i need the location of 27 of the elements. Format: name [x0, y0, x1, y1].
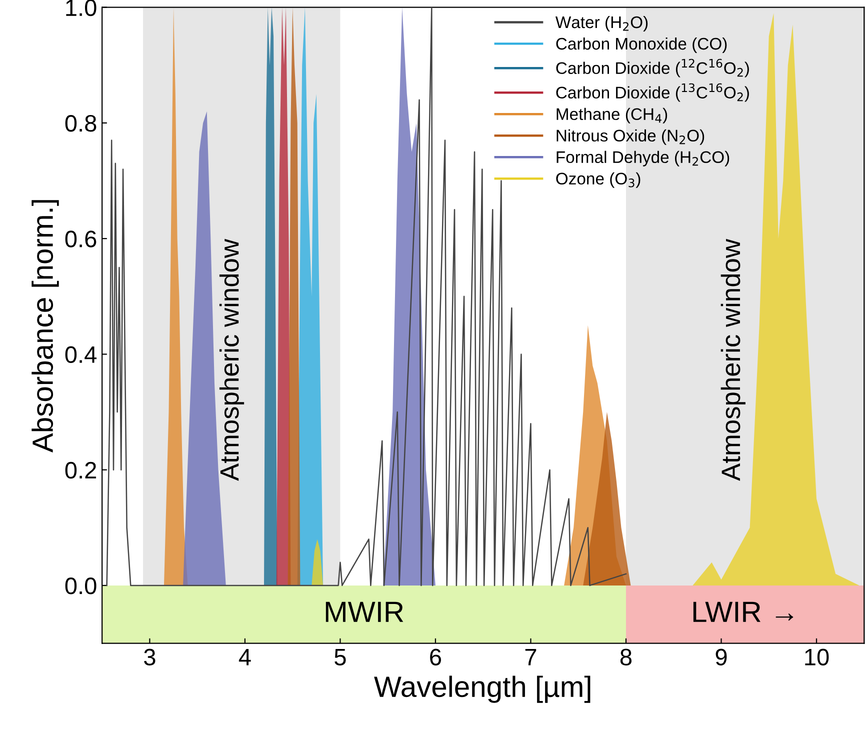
legend-label: Water (H$_{2}$O) — [555, 16, 648, 32]
band-label: MWIR — [326, 602, 404, 622]
y-tick-label: 0.4 — [65, 346, 97, 363]
legend-label: Formal Dehyde (H$_{2}$CO) — [556, 150, 730, 166]
legend-label: Methane (CH$_{4}$) — [556, 108, 668, 124]
legend-label: Carbon Monoxide (CO) — [556, 37, 727, 53]
x-axis-title: Wavelength [µm] — [374, 676, 590, 703]
x-tick-label: 9 — [716, 648, 727, 666]
legend-label: Nitrous Oxide (N$_{2}$O) — [556, 129, 704, 145]
x-tick-label: 6 — [430, 648, 441, 666]
band-label: LWIR → — [693, 602, 794, 622]
y-tick-label: 0.2 — [65, 462, 96, 479]
x-tick-label: 10 — [805, 648, 829, 666]
legend-label: Carbon Dioxide ($^{13}$C$^{16}$O$_{2}$) — [556, 83, 749, 102]
legend-label: Ozone (O$_{3}$) — [556, 172, 640, 188]
x-tick-label: 4 — [238, 649, 251, 666]
y-tick-label: 0.6 — [65, 230, 96, 248]
y-tick-label: 0.8 — [65, 115, 96, 132]
band-label: Atmospheric window — [219, 238, 244, 481]
x-tick-label: 8 — [620, 648, 632, 666]
y-axis-title: Absorbance [norm.] — [32, 200, 59, 452]
x-tick-label: 5 — [334, 649, 346, 666]
legend-label: Carbon Dioxide ($^{12}$C$^{16}$O$_{2}$) — [556, 58, 749, 78]
x-tick-label: 3 — [144, 648, 156, 666]
y-tick-label: 0.0 — [65, 578, 96, 594]
x-tick-label: 7 — [525, 649, 536, 666]
band-label: Atmospheric window — [720, 238, 746, 481]
